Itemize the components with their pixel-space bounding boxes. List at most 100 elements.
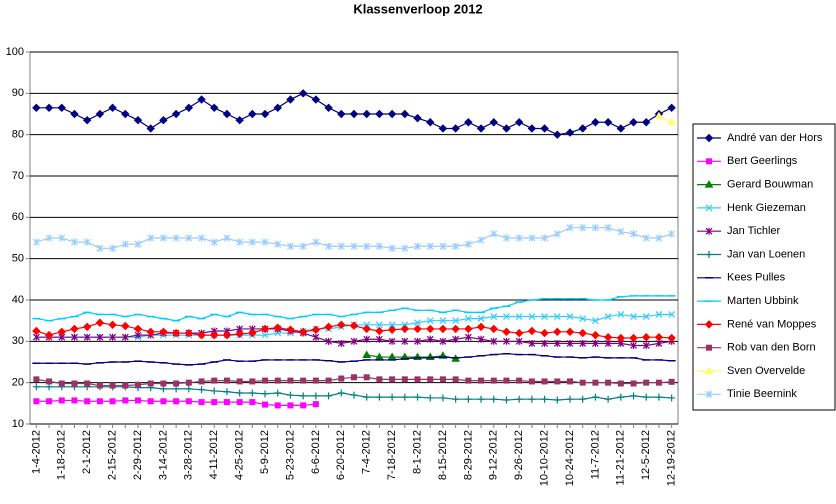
marker (375, 321, 383, 329)
marker (591, 317, 599, 325)
marker (426, 118, 435, 127)
marker (171, 109, 181, 119)
marker (553, 313, 561, 320)
marker (248, 328, 257, 338)
marker (44, 103, 54, 113)
marker (32, 383, 40, 391)
marker (464, 324, 473, 334)
marker (477, 395, 485, 403)
marker (96, 244, 104, 252)
marker (642, 118, 651, 127)
marker (375, 326, 384, 336)
marker (160, 398, 167, 405)
marker (616, 333, 626, 343)
marker (147, 234, 155, 242)
marker (540, 328, 549, 338)
marker (84, 380, 91, 387)
marker (617, 380, 624, 387)
legend-label: André van der Hors (727, 132, 823, 144)
marker (198, 386, 206, 394)
marker (235, 329, 244, 339)
marker (363, 393, 371, 401)
marker (476, 124, 486, 133)
marker (185, 398, 192, 405)
marker (514, 328, 524, 338)
marker (337, 320, 346, 330)
marker (274, 389, 282, 397)
marker (452, 376, 459, 383)
marker (603, 332, 613, 342)
marker (414, 337, 421, 345)
marker (96, 398, 103, 405)
marker (503, 313, 510, 320)
marker (312, 401, 319, 408)
marker (312, 392, 320, 400)
marker (490, 377, 497, 384)
marker (299, 242, 307, 250)
marker (133, 115, 143, 125)
marker (95, 109, 105, 119)
marker (223, 388, 231, 396)
legend-label: Rob van den Born (727, 342, 816, 354)
marker (236, 389, 244, 397)
marker (57, 103, 66, 113)
marker (578, 328, 587, 338)
marker (274, 402, 281, 409)
marker (173, 380, 180, 387)
marker (134, 240, 142, 248)
marker (668, 378, 675, 385)
plot-area (29, 51, 679, 425)
marker (642, 341, 650, 349)
y-tick-label: 100 (6, 46, 24, 58)
marker (198, 234, 205, 242)
marker (223, 234, 231, 242)
marker (566, 313, 574, 320)
marker (248, 238, 256, 246)
marker (705, 227, 713, 235)
marker (58, 397, 65, 404)
marker (566, 224, 574, 232)
marker (579, 379, 586, 386)
x-tick-label: 5-23-2012 (284, 430, 296, 480)
marker (503, 234, 510, 242)
marker (122, 382, 129, 389)
marker (70, 109, 79, 119)
marker (528, 395, 536, 403)
marker (464, 395, 472, 403)
marker (655, 234, 663, 242)
y-tick-label: 60 (12, 211, 24, 223)
marker (185, 385, 193, 393)
marker (236, 238, 244, 246)
marker (273, 323, 282, 332)
marker (351, 374, 357, 381)
marker (578, 124, 587, 133)
marker (210, 103, 219, 113)
legend-label: Bert Geerlings (727, 155, 798, 167)
marker (58, 380, 65, 387)
marker (83, 333, 91, 341)
marker (184, 103, 194, 113)
marker (71, 238, 78, 246)
marker (565, 327, 575, 337)
marker (654, 332, 664, 342)
marker (565, 128, 575, 137)
marker (604, 224, 612, 232)
marker (452, 242, 460, 250)
marker (159, 327, 168, 337)
marker (311, 325, 321, 334)
marker (159, 115, 168, 125)
marker (300, 377, 307, 384)
marker (401, 337, 409, 345)
marker (452, 317, 460, 325)
marker (706, 158, 712, 165)
marker (375, 335, 383, 343)
marker (45, 383, 53, 391)
marker (439, 376, 446, 383)
x-tick-label: 9-12-2012 (488, 430, 500, 480)
marker (210, 387, 218, 395)
marker (502, 396, 510, 404)
marker (705, 390, 713, 398)
marker (388, 337, 396, 345)
marker (147, 380, 154, 387)
